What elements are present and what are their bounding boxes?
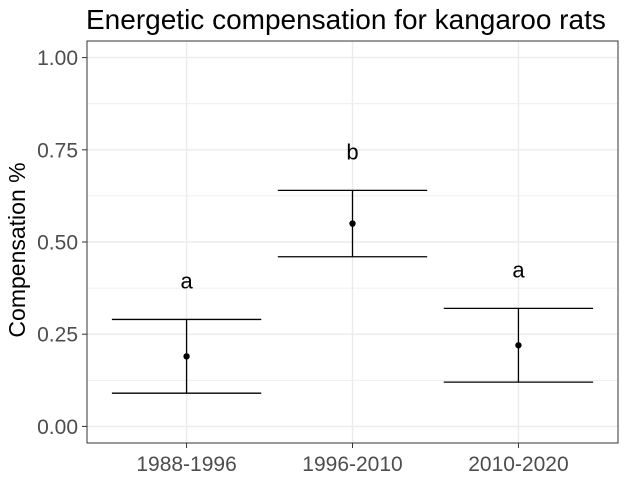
y-tick-label: 1.00 — [37, 47, 78, 70]
data-point — [515, 342, 522, 349]
group-label: a — [180, 268, 193, 293]
x-tick-label: 1988-1996 — [136, 453, 236, 476]
data-point — [349, 220, 356, 227]
y-tick-label: 0.50 — [37, 232, 78, 255]
group-label: b — [346, 139, 358, 164]
x-tick-label: 2010-2020 — [468, 453, 568, 476]
x-tick-label: 1996-2010 — [302, 453, 402, 476]
data-point — [183, 353, 190, 360]
group-label: a — [512, 257, 525, 282]
y-tick-label: 0.75 — [37, 139, 78, 162]
y-tick-label: 0.00 — [37, 416, 78, 439]
y-tick-label: 0.25 — [37, 324, 78, 347]
chart-title: Energetic compensation for kangaroo rats — [86, 4, 606, 35]
plot-area: 0.00 0.25 0.50 0.75 1.00 1988-1996 1996-2010 20… — [37, 40, 619, 476]
y-axis-label: Compensation % — [4, 162, 30, 337]
